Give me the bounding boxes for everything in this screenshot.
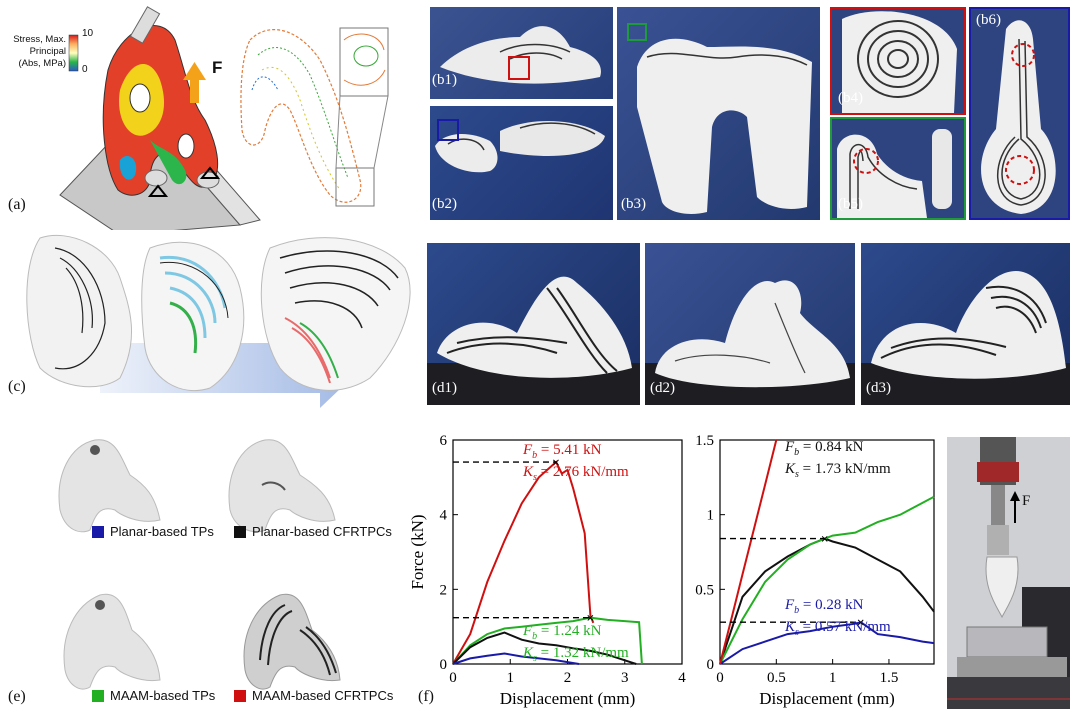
series-line bbox=[452, 631, 637, 665]
legend-swatch-black bbox=[234, 525, 246, 538]
legend-maam-cf-label: MAAM-based CFRTPCs bbox=[252, 688, 394, 703]
annotation-ks: Ks = 0.57 kN/mm bbox=[784, 619, 891, 638]
x-tick-label: 4 bbox=[678, 670, 686, 686]
panel-c-layer-figure bbox=[26, 234, 411, 408]
y-tick-label: 0 bbox=[440, 657, 448, 673]
panel-label-b1: (b1) bbox=[432, 72, 457, 88]
x-axis-label: Displacement (mm) bbox=[759, 689, 895, 708]
x-tick-label: 0 bbox=[449, 670, 457, 686]
legend-swatch-red bbox=[234, 689, 246, 702]
y-axis-label: Force (kN) bbox=[408, 514, 427, 589]
stress-min-label: 0 bbox=[82, 64, 88, 75]
force-label-f: F bbox=[1022, 493, 1031, 509]
legend-planar-cf-label: Planar-based CFRTPCs bbox=[252, 524, 392, 539]
panel-label-d3: (d3) bbox=[866, 380, 891, 396]
legend-planar-tp-label: Planar-based TPs bbox=[110, 524, 214, 539]
photo-b4 bbox=[830, 7, 966, 115]
panel-label-f: (f) bbox=[418, 688, 434, 705]
annotation-ks: Ks = 1.73 kN/mm bbox=[784, 461, 891, 480]
photo-d1 bbox=[427, 243, 640, 405]
annotation-ks: Ks = 2.76 kN/mm bbox=[522, 464, 629, 483]
stress-title-line-1: Stress, Max. bbox=[13, 34, 66, 45]
legend-planar-cf: Planar-based CFRTPCs bbox=[234, 524, 392, 539]
legend-swatch-green bbox=[92, 689, 104, 702]
annotation-fb: Fb = 0.84 kN bbox=[784, 439, 864, 458]
stress-title-line-2: Principal bbox=[29, 46, 66, 57]
series-line bbox=[452, 460, 595, 665]
annotation-fb: Fb = 0.28 kN bbox=[784, 597, 864, 616]
peak-marker: × bbox=[857, 616, 865, 631]
y-tick-label: 1 bbox=[707, 508, 715, 524]
x-tick-label: 0 bbox=[716, 670, 724, 686]
panel-label-b4: (b4) bbox=[838, 90, 863, 106]
legend-maam-cf: MAAM-based CFRTPCs bbox=[234, 688, 393, 703]
annotation-fb: Fb = 5.41 kN bbox=[522, 442, 602, 461]
peak-marker: × bbox=[586, 612, 594, 627]
y-tick-label: 6 bbox=[440, 433, 448, 449]
panel-label-b6: (b6) bbox=[976, 12, 1001, 28]
legend-planar-tp: Planar-based TPs bbox=[92, 524, 214, 539]
plot-frame bbox=[719, 439, 935, 665]
x-tick-label: 2 bbox=[564, 670, 572, 686]
series-line bbox=[719, 621, 935, 665]
panel-label-d1: (d1) bbox=[432, 380, 457, 396]
y-tick-label: 0.5 bbox=[695, 582, 714, 598]
photo-test-rig bbox=[947, 437, 1070, 709]
photo-b3 bbox=[617, 7, 820, 220]
panel-label-c: (c) bbox=[8, 378, 26, 395]
photo-b1 bbox=[430, 7, 613, 99]
panel-label-b5: (b5) bbox=[838, 196, 863, 212]
y-tick-label: 2 bbox=[440, 582, 448, 598]
series-line bbox=[719, 439, 778, 665]
photo-b2 bbox=[430, 106, 613, 220]
force-label-a: F bbox=[212, 58, 223, 77]
series-line bbox=[719, 537, 935, 665]
x-tick-label: 0.5 bbox=[767, 670, 786, 686]
x-tick-label: 1.5 bbox=[880, 670, 899, 686]
photo-d2 bbox=[645, 243, 855, 405]
annotation-ks: Ks = 1.32 kN/mm bbox=[522, 645, 629, 664]
photo-d3 bbox=[861, 243, 1070, 405]
peak-marker: × bbox=[821, 533, 829, 548]
annotation-fb: Fb = 1.24 kN bbox=[522, 623, 602, 642]
panel-label-e: (e) bbox=[8, 688, 26, 705]
panel-label-b3: (b3) bbox=[621, 196, 646, 212]
stress-legend-title: Stress, Max. Principal (Abs, MPa) bbox=[6, 34, 66, 70]
y-tick-label: 4 bbox=[440, 508, 448, 524]
series-line bbox=[719, 495, 935, 665]
stress-max-label: 10 bbox=[82, 28, 94, 39]
x-tick-label: 1 bbox=[829, 670, 837, 686]
series-line bbox=[452, 652, 580, 665]
panel-a-fea-figure bbox=[59, 6, 389, 230]
panel-label-b2: (b2) bbox=[432, 196, 457, 212]
panel-e-renderings bbox=[58, 439, 341, 690]
legend-maam-tp-label: MAAM-based TPs bbox=[110, 688, 216, 703]
panel-label-a: (a) bbox=[8, 196, 26, 213]
y-tick-label: 0 bbox=[707, 657, 715, 673]
y-tick-label: 1.5 bbox=[695, 433, 714, 449]
x-axis-label: Displacement (mm) bbox=[500, 689, 636, 708]
x-tick-label: 1 bbox=[507, 670, 515, 686]
photo-b6 bbox=[969, 7, 1070, 220]
legend-maam-tp: MAAM-based TPs bbox=[92, 688, 215, 703]
legend-swatch-blue bbox=[92, 525, 104, 538]
peak-marker: × bbox=[552, 456, 560, 471]
series-line bbox=[452, 616, 643, 665]
panel-label-d2: (d2) bbox=[650, 380, 675, 396]
stress-title-line-3: (Abs, MPa) bbox=[18, 58, 66, 69]
x-tick-label: 3 bbox=[621, 670, 629, 686]
photo-b5 bbox=[830, 117, 966, 220]
